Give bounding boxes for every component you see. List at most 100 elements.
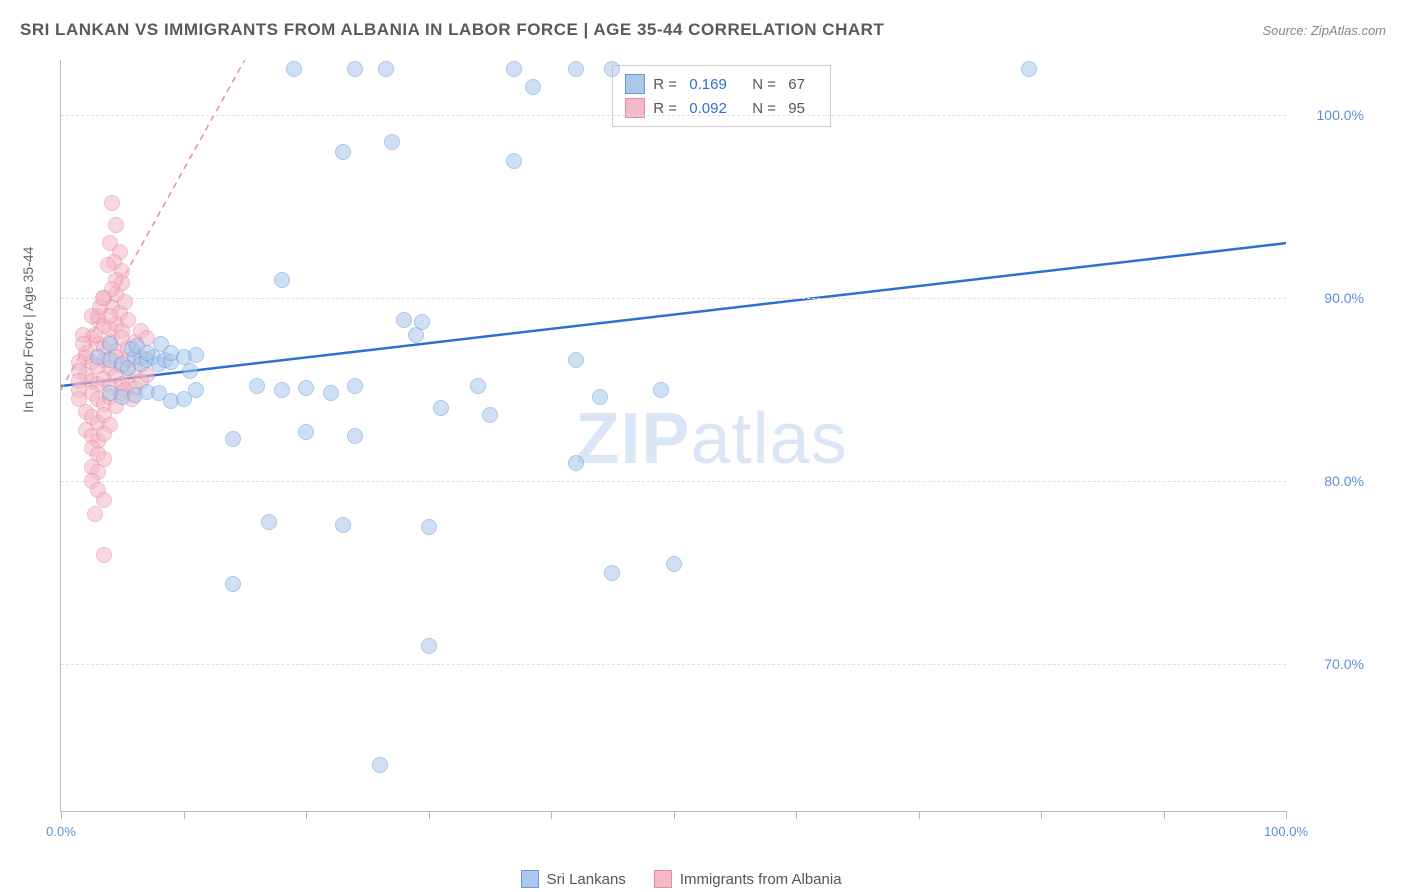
x-tick bbox=[1164, 811, 1165, 819]
r-value-albania: 0.092 bbox=[689, 100, 744, 117]
n-label: N = bbox=[752, 100, 780, 117]
y-tick-label: 80.0% bbox=[1324, 473, 1364, 489]
legend-item-albania: Immigrants from Albania bbox=[654, 870, 842, 888]
gridline bbox=[61, 298, 1286, 299]
data-point bbox=[335, 517, 351, 533]
source-label: Source: ZipAtlas.com bbox=[1262, 23, 1386, 38]
y-tick-label: 90.0% bbox=[1324, 290, 1364, 306]
watermark: ZIPatlas bbox=[576, 398, 848, 480]
x-tick bbox=[796, 811, 797, 819]
data-point bbox=[335, 144, 351, 160]
trend-overlay bbox=[61, 60, 1286, 811]
data-point bbox=[95, 290, 111, 306]
data-point bbox=[506, 61, 522, 77]
data-point bbox=[396, 312, 412, 328]
data-point bbox=[347, 61, 363, 77]
data-point bbox=[96, 426, 112, 442]
data-point bbox=[421, 519, 437, 535]
data-point bbox=[96, 492, 112, 508]
y-tick-label: 70.0% bbox=[1324, 656, 1364, 672]
data-point bbox=[249, 378, 265, 394]
data-point bbox=[274, 382, 290, 398]
data-point bbox=[188, 382, 204, 398]
data-point bbox=[261, 514, 277, 530]
data-point bbox=[87, 506, 103, 522]
r-label: R = bbox=[653, 76, 681, 93]
legend-label: Immigrants from Albania bbox=[680, 871, 842, 888]
gridline bbox=[61, 664, 1286, 665]
x-tick bbox=[306, 811, 307, 819]
n-value-albania: 95 bbox=[788, 100, 818, 117]
data-point bbox=[188, 347, 204, 363]
swatch-albania bbox=[654, 870, 672, 888]
data-point bbox=[298, 380, 314, 396]
gridline bbox=[61, 115, 1286, 116]
data-point bbox=[225, 431, 241, 447]
data-point bbox=[653, 382, 669, 398]
data-point bbox=[298, 424, 314, 440]
correlation-legend: R = 0.169 N = 67 R = 0.092 N = 95 bbox=[612, 65, 831, 127]
data-point bbox=[372, 757, 388, 773]
data-point bbox=[225, 576, 241, 592]
data-point bbox=[384, 134, 400, 150]
x-tick bbox=[551, 811, 552, 819]
data-point bbox=[568, 455, 584, 471]
x-tick-label: 100.0% bbox=[1264, 824, 1308, 839]
data-point bbox=[108, 217, 124, 233]
data-point bbox=[182, 363, 198, 379]
data-point bbox=[604, 565, 620, 581]
chart-area: R = 0.169 N = 67 R = 0.092 N = 95 ZIPatl… bbox=[60, 60, 1376, 852]
data-point bbox=[96, 547, 112, 563]
x-tick bbox=[184, 811, 185, 819]
data-point bbox=[274, 272, 290, 288]
data-point bbox=[323, 385, 339, 401]
data-point bbox=[568, 352, 584, 368]
trend-line bbox=[61, 243, 1286, 386]
x-tick bbox=[1286, 811, 1287, 819]
data-point bbox=[525, 79, 541, 95]
data-point bbox=[592, 389, 608, 405]
data-point bbox=[139, 345, 155, 361]
data-point bbox=[84, 308, 100, 324]
x-tick bbox=[674, 811, 675, 819]
data-point bbox=[100, 257, 116, 273]
data-point bbox=[414, 314, 430, 330]
data-point bbox=[604, 61, 620, 77]
data-point bbox=[163, 345, 179, 361]
plot-area: R = 0.169 N = 67 R = 0.092 N = 95 ZIPatl… bbox=[60, 60, 1286, 812]
r-label: R = bbox=[653, 100, 681, 117]
data-point bbox=[347, 428, 363, 444]
data-point bbox=[666, 556, 682, 572]
series-legend: Sri Lankans Immigrants from Albania bbox=[521, 870, 842, 888]
x-tick bbox=[919, 811, 920, 819]
data-point bbox=[286, 61, 302, 77]
swatch-sri-lankans bbox=[625, 74, 645, 94]
n-value-sri-lankans: 67 bbox=[788, 76, 818, 93]
data-point bbox=[433, 400, 449, 416]
n-label: N = bbox=[752, 76, 780, 93]
data-point bbox=[568, 61, 584, 77]
legend-item-sri-lankans: Sri Lankans bbox=[521, 870, 626, 888]
swatch-sri-lankans bbox=[521, 870, 539, 888]
data-point bbox=[378, 61, 394, 77]
y-tick-label: 100.0% bbox=[1317, 107, 1364, 123]
x-tick bbox=[429, 811, 430, 819]
data-point bbox=[71, 391, 87, 407]
gridline bbox=[61, 481, 1286, 482]
data-point bbox=[347, 378, 363, 394]
chart-title: SRI LANKAN VS IMMIGRANTS FROM ALBANIA IN… bbox=[20, 20, 884, 40]
legend-row-albania: R = 0.092 N = 95 bbox=[625, 96, 818, 120]
data-point bbox=[1021, 61, 1037, 77]
y-axis-title: In Labor Force | Age 35-44 bbox=[20, 246, 36, 412]
data-point bbox=[421, 638, 437, 654]
data-point bbox=[506, 153, 522, 169]
x-tick bbox=[61, 811, 62, 819]
x-tick-label: 0.0% bbox=[46, 824, 76, 839]
data-point bbox=[75, 336, 91, 352]
data-point bbox=[104, 195, 120, 211]
r-value-sri-lankans: 0.169 bbox=[689, 76, 744, 93]
data-point bbox=[470, 378, 486, 394]
x-tick bbox=[1041, 811, 1042, 819]
legend-row-sri-lankans: R = 0.169 N = 67 bbox=[625, 72, 818, 96]
data-point bbox=[102, 336, 118, 352]
